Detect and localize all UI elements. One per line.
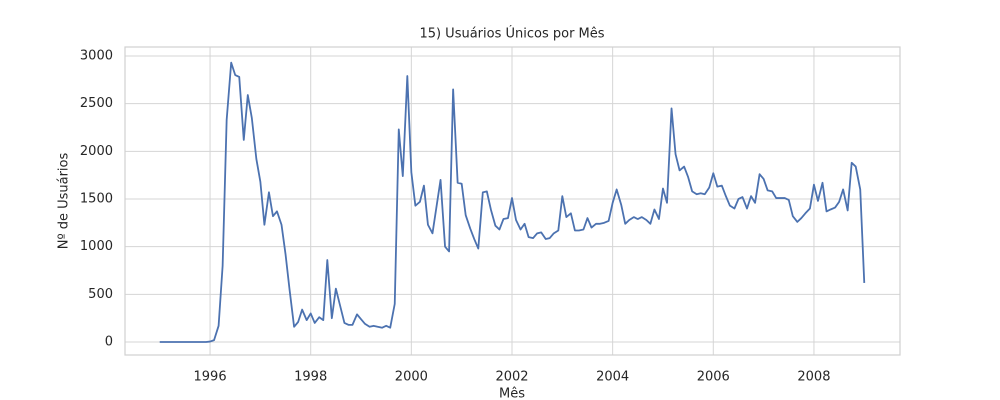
chart-title: 15) Usuários Únicos por Mês xyxy=(419,26,604,42)
x-axis-label: Mês xyxy=(499,387,525,400)
y-tick-label: 1500 xyxy=(80,191,113,206)
y-tick-label: 1000 xyxy=(80,239,113,254)
x-tick-label: 2008 xyxy=(797,370,830,385)
y-tick-label: 0 xyxy=(105,335,113,350)
plot-frame xyxy=(124,46,901,356)
x-tick-label: 1996 xyxy=(194,370,227,385)
x-tick-label: 1998 xyxy=(294,370,327,385)
y-tick-label: 2500 xyxy=(80,96,113,111)
y-tick-label: 500 xyxy=(88,287,113,302)
y-tick-label: 2000 xyxy=(80,144,113,159)
x-tick-label: 2004 xyxy=(596,370,629,385)
y-axis-label: Nº de Usuários xyxy=(57,153,72,250)
x-tick-label: 2002 xyxy=(495,370,528,385)
data-line xyxy=(159,61,866,343)
y-tick-label: 3000 xyxy=(80,48,113,63)
x-tick-label: 2000 xyxy=(395,370,428,385)
x-tick-label: 2006 xyxy=(697,370,730,385)
